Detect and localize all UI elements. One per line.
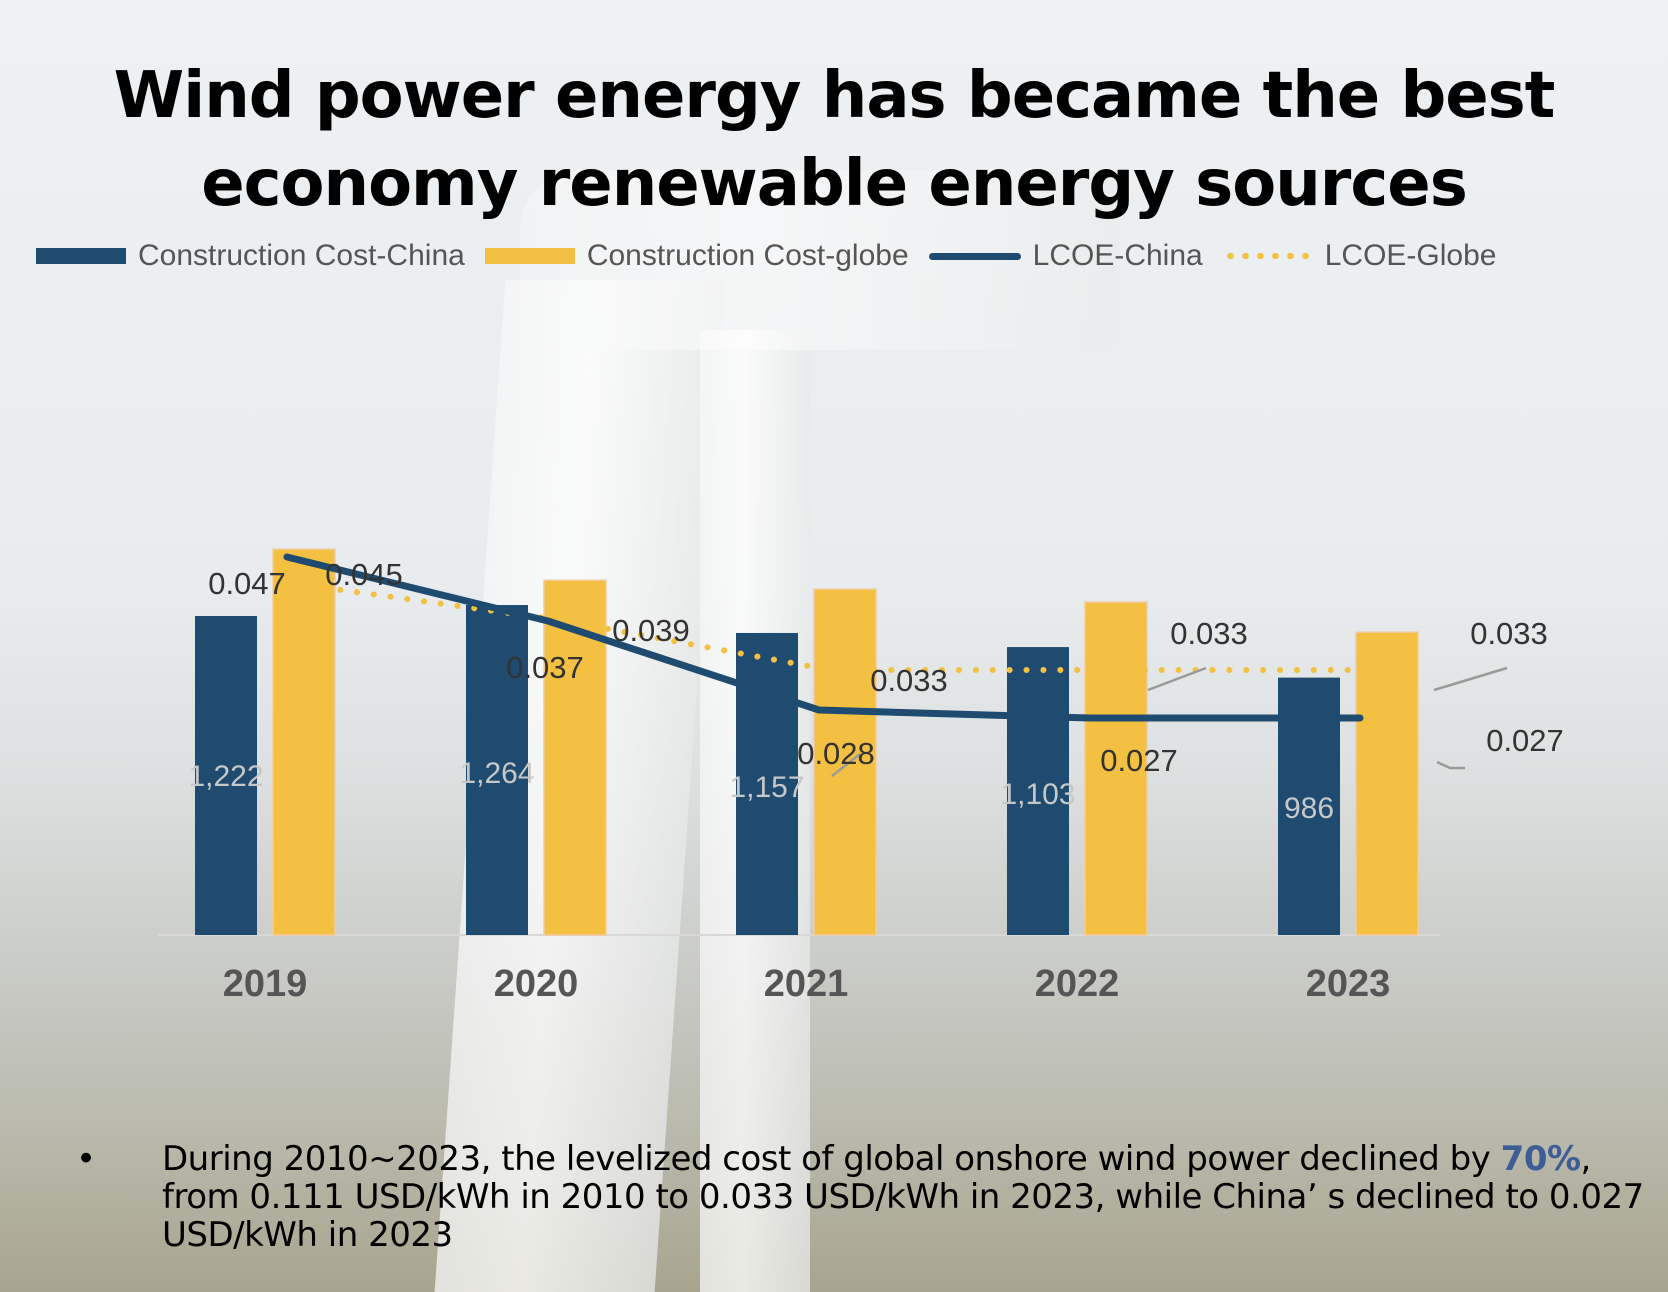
bar-value-label: 1,222	[188, 760, 263, 793]
legend-label: Construction Cost-China	[138, 239, 465, 272]
bar-construction-cost-china-2019	[195, 616, 257, 935]
lcoe-globe-label: 0.033	[1170, 616, 1248, 651]
lcoe-china-label: 0.027	[1486, 723, 1564, 758]
legend-item-lcoe-china: LCOE-China	[928, 239, 1203, 273]
lcoe-globe-label: 0.039	[612, 613, 690, 648]
title-line-2: economy renewable energy sources	[201, 147, 1468, 221]
lcoe-globe-label: 0.045	[325, 557, 403, 592]
bar-construction-cost-globe-2022	[1084, 601, 1148, 936]
label-leader-line	[1147, 666, 1207, 692]
bar-construction-cost-globe-2019	[272, 548, 336, 936]
lines-group	[283, 553, 1508, 777]
bullet-point: •	[76, 1139, 96, 1179]
legend-swatch-bar-globe	[484, 248, 575, 264]
line-lcoe-china	[283, 553, 1364, 722]
page-title: Wind power energy has became the best ec…	[0, 52, 1668, 228]
legend-item-construction-cost-globe: Construction Cost-globe	[484, 239, 909, 273]
x-tick-label: 2023	[1306, 963, 1391, 1005]
legend-swatch-bar-china	[36, 248, 126, 264]
footer-text: During 2010~2023, the levelized cost of …	[162, 1140, 1662, 1254]
background-turbine-nacelle	[520, 170, 1120, 350]
labels-group: 1,222 1,264 1,157 1,103 986 0.047 0.037 0.028 0.…	[188, 557, 1563, 825]
legend-swatch-line-globe	[1222, 253, 1313, 259]
lcoe-china-label: 0.047	[208, 566, 286, 601]
bar-construction-cost-globe-2023	[1355, 631, 1419, 936]
label-leader-line	[1436, 760, 1465, 770]
bar-value-label: 1,103	[1000, 778, 1075, 811]
label-leader-line	[1433, 666, 1508, 692]
x-tick-labels: 2019 2020 2021 2022 2023	[223, 963, 1391, 1005]
legend-item-lcoe-globe: LCOE-Globe	[1222, 239, 1497, 273]
x-tick-label: 2020	[494, 963, 579, 1005]
footer-highlight-percent: 70%	[1500, 1139, 1581, 1179]
bar-construction-cost-china-2020	[466, 605, 528, 935]
chart-legend: Construction Cost-China Construction Cos…	[36, 236, 1516, 276]
footer-text-part1: During 2010~2023, the levelized cost of …	[162, 1139, 1501, 1179]
bar-construction-cost-globe-2021	[813, 588, 877, 936]
lcoe-globe-label: 0.033	[870, 663, 948, 698]
lcoe-china-label: 0.027	[1100, 743, 1178, 778]
legend-label: LCOE-Globe	[1324, 239, 1497, 272]
lcoe-globe-label: 0.033	[1470, 616, 1548, 651]
bar-value-label: 1,157	[729, 771, 804, 804]
lcoe-china-label: 0.037	[506, 650, 584, 685]
lcoe-china-label: 0.028	[797, 736, 875, 771]
bar-value-label: 1,264	[459, 757, 534, 790]
legend-item-construction-cost-china: Construction Cost-China	[36, 239, 465, 273]
x-tick-label: 2019	[223, 963, 308, 1005]
title-line-1: Wind power energy has became the best	[113, 59, 1556, 133]
legend-swatch-line-china	[928, 252, 1021, 260]
x-tick-label: 2021	[764, 963, 849, 1005]
label-leader-line	[831, 753, 861, 777]
x-tick-label: 2022	[1035, 963, 1120, 1005]
legend-label: Construction Cost-globe	[586, 239, 909, 272]
legend-label: LCOE-China	[1032, 239, 1203, 272]
bar-value-label: 986	[1284, 792, 1334, 825]
footer-text-part2: , from 0.111 USD/kWh in 2010 to 0.033 US…	[162, 1139, 1644, 1255]
bar-construction-cost-china-2022	[1007, 647, 1069, 935]
bars-group	[195, 548, 1419, 936]
